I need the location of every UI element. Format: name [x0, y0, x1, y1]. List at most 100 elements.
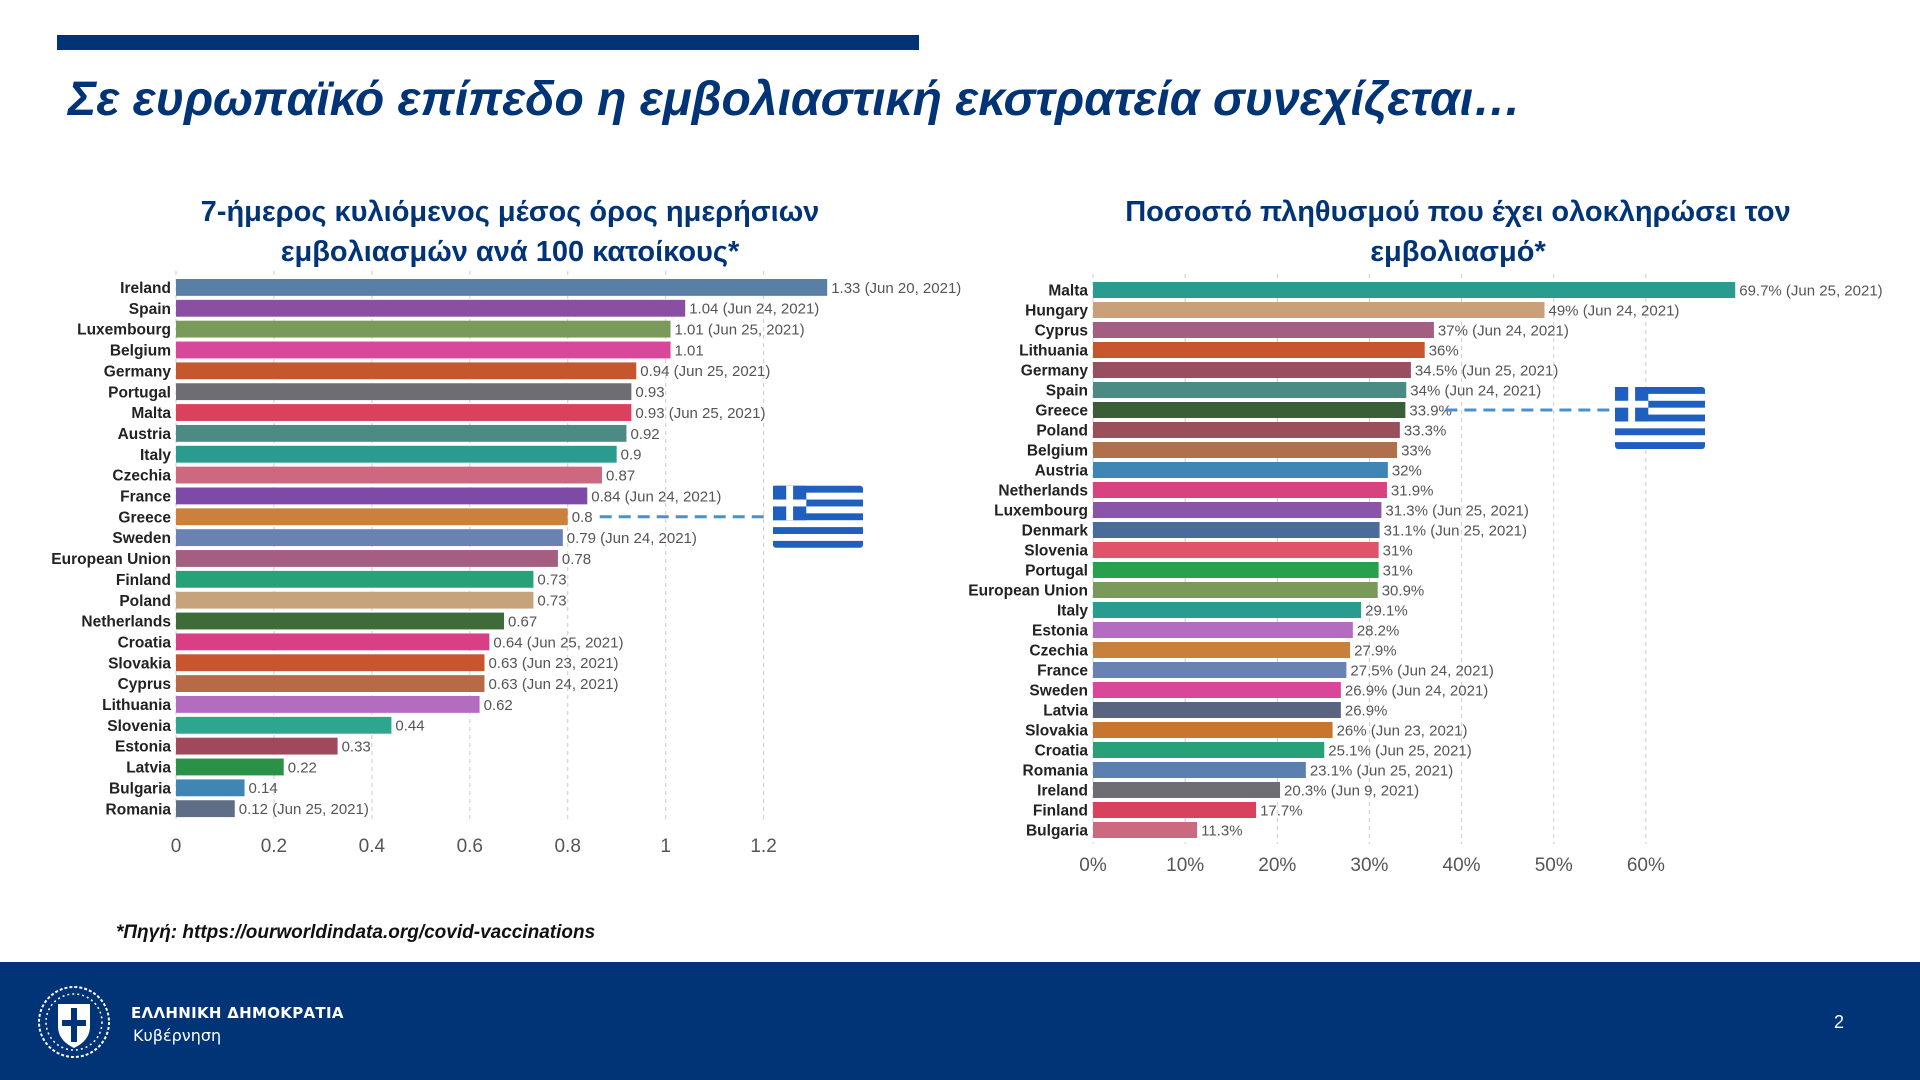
- bar: [1093, 282, 1736, 298]
- category-label: European Union: [51, 551, 171, 568]
- x-tick-label: 0.6: [457, 836, 483, 857]
- bar: [1093, 802, 1257, 818]
- data-label: 37% (Jun 24, 2021): [1438, 322, 1569, 339]
- data-label: 25.1% (Jun 25, 2021): [1328, 742, 1471, 759]
- bar: [176, 299, 686, 317]
- category-label: Finland: [1033, 803, 1088, 820]
- data-label: 69.7% (Jun 25, 2021): [1739, 282, 1882, 299]
- data-label: 34.5% (Jun 25, 2021): [1415, 362, 1558, 379]
- bar: [176, 362, 637, 380]
- category-label: Slovakia: [1025, 723, 1088, 740]
- data-label: 31%: [1383, 562, 1413, 579]
- chart-title-daily-vaccinations: 7-ήμερος κυλιόμενος μέσος όρος ημερήσιων…: [110, 192, 910, 272]
- category-label: Lithuania: [1019, 343, 1088, 360]
- category-label: Italy: [1057, 603, 1088, 620]
- bar: [1093, 382, 1407, 398]
- bar: [176, 633, 490, 651]
- bar: [176, 404, 632, 421]
- x-tick-label: 1.2: [750, 836, 776, 857]
- page-title: Σε ευρωπαϊκό επίπεδο η εμβολιαστική εκστ…: [68, 73, 1522, 126]
- category-label: Cyprus: [1035, 323, 1088, 340]
- category-label: Slovenia: [1024, 543, 1088, 560]
- data-label: 0.12 (Jun 25, 2021): [239, 801, 369, 818]
- bar: [1093, 422, 1400, 438]
- data-label: 0.94 (Jun 25, 2021): [640, 363, 770, 380]
- bar: [176, 529, 563, 547]
- category-label: Portugal: [108, 384, 171, 401]
- bar: [1093, 662, 1347, 678]
- bar: [1093, 742, 1325, 758]
- category-label: Greece: [1035, 403, 1088, 420]
- x-tick-label: 0.8: [554, 836, 580, 857]
- data-label: 0.63 (Jun 23, 2021): [488, 655, 618, 672]
- category-label: Lithuania: [102, 697, 171, 714]
- x-tick-label: 20%: [1258, 855, 1296, 876]
- bar: [176, 696, 480, 713]
- category-label: Austria: [118, 426, 172, 443]
- page-number: 2: [1833, 1012, 1844, 1032]
- category-label: Ireland: [120, 280, 171, 297]
- bar: [176, 612, 505, 630]
- category-label: Czechia: [1029, 643, 1088, 660]
- data-label: 0.63 (Jun 24, 2021): [488, 676, 618, 693]
- data-label: 33.3%: [1404, 422, 1447, 439]
- data-label: 20.3% (Jun 9, 2021): [1284, 782, 1419, 799]
- bar: [176, 654, 485, 672]
- data-label: 34% (Jun 24, 2021): [1410, 382, 1541, 399]
- data-label: 31.1% (Jun 25, 2021): [1384, 522, 1527, 539]
- bar: [176, 424, 627, 442]
- bar: [1093, 642, 1351, 658]
- category-label: Finland: [116, 572, 171, 589]
- category-label: Netherlands: [81, 614, 171, 631]
- data-label: 0.8: [572, 509, 593, 526]
- category-label: Bulgaria: [1026, 823, 1088, 840]
- government-name: ΕΛΛΗΝΙΚΗ ΔΗΜΟΚΡΑΤΙΑ: [131, 1004, 344, 1022]
- category-label: Hungary: [1025, 303, 1088, 320]
- bar: [1093, 782, 1281, 798]
- bar: [176, 591, 534, 609]
- bar-chart-fully-vaccinated: 0% 10% 20% 30% 40% 50% 60% Malta 69.7% (Jun 25, …: [968, 274, 1883, 876]
- data-label: 1.04 (Jun 24, 2021): [689, 301, 819, 318]
- data-label: 11.3%: [1201, 822, 1242, 839]
- bar: [176, 487, 588, 505]
- data-label: 0.67: [508, 613, 537, 630]
- data-label: 0.84 (Jun 24, 2021): [591, 488, 721, 505]
- bar: [1093, 682, 1341, 698]
- bar: [1093, 562, 1379, 578]
- footer-bar: ΕΛΛΗΝΙΚΗ ΔΗΜΟΚΡΑΤΙΑ Κυβέρνηση 2: [0, 962, 1920, 1080]
- data-label: 33.9%: [1409, 402, 1452, 419]
- data-label: 31.9%: [1391, 482, 1434, 499]
- x-tick-label: 0.2: [261, 836, 287, 857]
- data-label: 17.7%: [1260, 802, 1303, 819]
- data-label: 26.9%: [1345, 702, 1388, 719]
- category-label: Malta: [131, 405, 171, 422]
- data-label: 23.1% (Jun 25, 2021): [1310, 762, 1453, 779]
- bar: [1093, 302, 1545, 318]
- data-label: 26.9% (Jun 24, 2021): [1345, 682, 1488, 699]
- data-label: 0.44: [395, 718, 424, 735]
- bar: [1093, 622, 1353, 638]
- data-label: 0.22: [288, 759, 317, 776]
- category-label: Czechia: [112, 468, 171, 485]
- chart-title-line: Ποσοστό πληθυσμού που έχει ολοκληρώσει τ…: [1125, 196, 1791, 228]
- data-label: 0.93 (Jun 25, 2021): [635, 405, 765, 422]
- bar: [176, 466, 602, 484]
- x-tick-label: 40%: [1443, 855, 1481, 876]
- data-label: 36%: [1429, 342, 1459, 359]
- bar: [1093, 322, 1434, 338]
- data-label: 33%: [1401, 442, 1431, 459]
- bar: [1093, 522, 1380, 538]
- category-label: Poland: [1036, 423, 1088, 440]
- data-label: 49% (Jun 24, 2021): [1549, 302, 1680, 319]
- category-label: Belgium: [1027, 443, 1088, 460]
- bar: [176, 675, 485, 692]
- source-note: *Πηγή: https://ourworldindata.org/covid-…: [116, 922, 596, 943]
- bar: [176, 779, 245, 797]
- category-label: Ireland: [1037, 783, 1088, 800]
- category-label: Croatia: [118, 634, 172, 651]
- x-tick-label: 0%: [1079, 855, 1107, 876]
- chart-title-line: 7-ήμερος κυλιόμενος μέσος όρος ημερήσιων: [200, 196, 820, 228]
- data-label: 0.73: [537, 593, 566, 610]
- data-label: 1.33 (Jun 20, 2021): [831, 280, 961, 297]
- data-label: 0.33: [342, 739, 371, 756]
